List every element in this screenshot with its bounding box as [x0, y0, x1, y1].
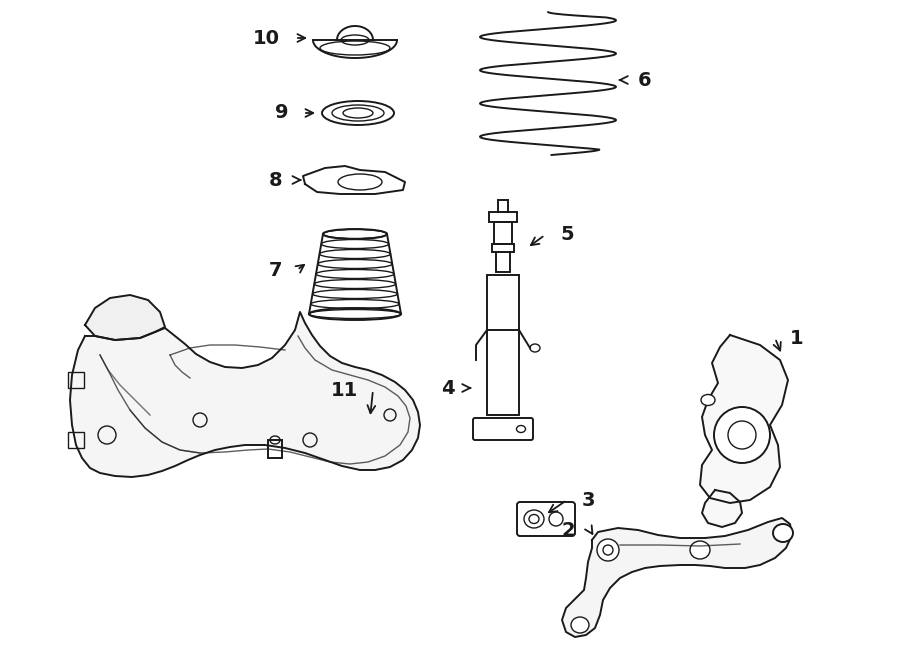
Text: 10: 10 — [253, 28, 280, 48]
Polygon shape — [700, 335, 788, 503]
Text: 3: 3 — [582, 490, 596, 510]
Bar — [489, 212, 517, 222]
Bar — [68, 432, 84, 448]
Text: 1: 1 — [790, 329, 804, 348]
Polygon shape — [85, 295, 165, 340]
Text: 9: 9 — [274, 104, 288, 122]
Ellipse shape — [701, 395, 715, 405]
Polygon shape — [303, 166, 405, 194]
Text: 4: 4 — [441, 379, 455, 397]
Bar — [268, 440, 282, 458]
Ellipse shape — [549, 512, 563, 526]
Text: 7: 7 — [268, 260, 282, 280]
Text: 5: 5 — [560, 225, 573, 245]
Polygon shape — [702, 490, 742, 527]
Ellipse shape — [773, 524, 793, 542]
FancyBboxPatch shape — [517, 502, 575, 536]
Text: 6: 6 — [638, 71, 652, 89]
Bar — [68, 372, 84, 388]
Polygon shape — [70, 312, 420, 477]
Ellipse shape — [690, 541, 710, 559]
Text: 8: 8 — [268, 171, 282, 190]
Ellipse shape — [714, 407, 770, 463]
Bar — [492, 244, 514, 252]
Text: 11: 11 — [331, 381, 358, 399]
Bar — [498, 200, 508, 212]
Ellipse shape — [597, 539, 619, 561]
Ellipse shape — [603, 545, 613, 555]
Ellipse shape — [571, 617, 589, 633]
Bar — [496, 252, 510, 272]
Ellipse shape — [529, 514, 539, 524]
Bar — [494, 222, 512, 244]
Bar — [487, 275, 519, 415]
Ellipse shape — [728, 421, 756, 449]
Polygon shape — [562, 518, 792, 637]
Ellipse shape — [524, 510, 544, 528]
Text: 2: 2 — [562, 520, 575, 539]
